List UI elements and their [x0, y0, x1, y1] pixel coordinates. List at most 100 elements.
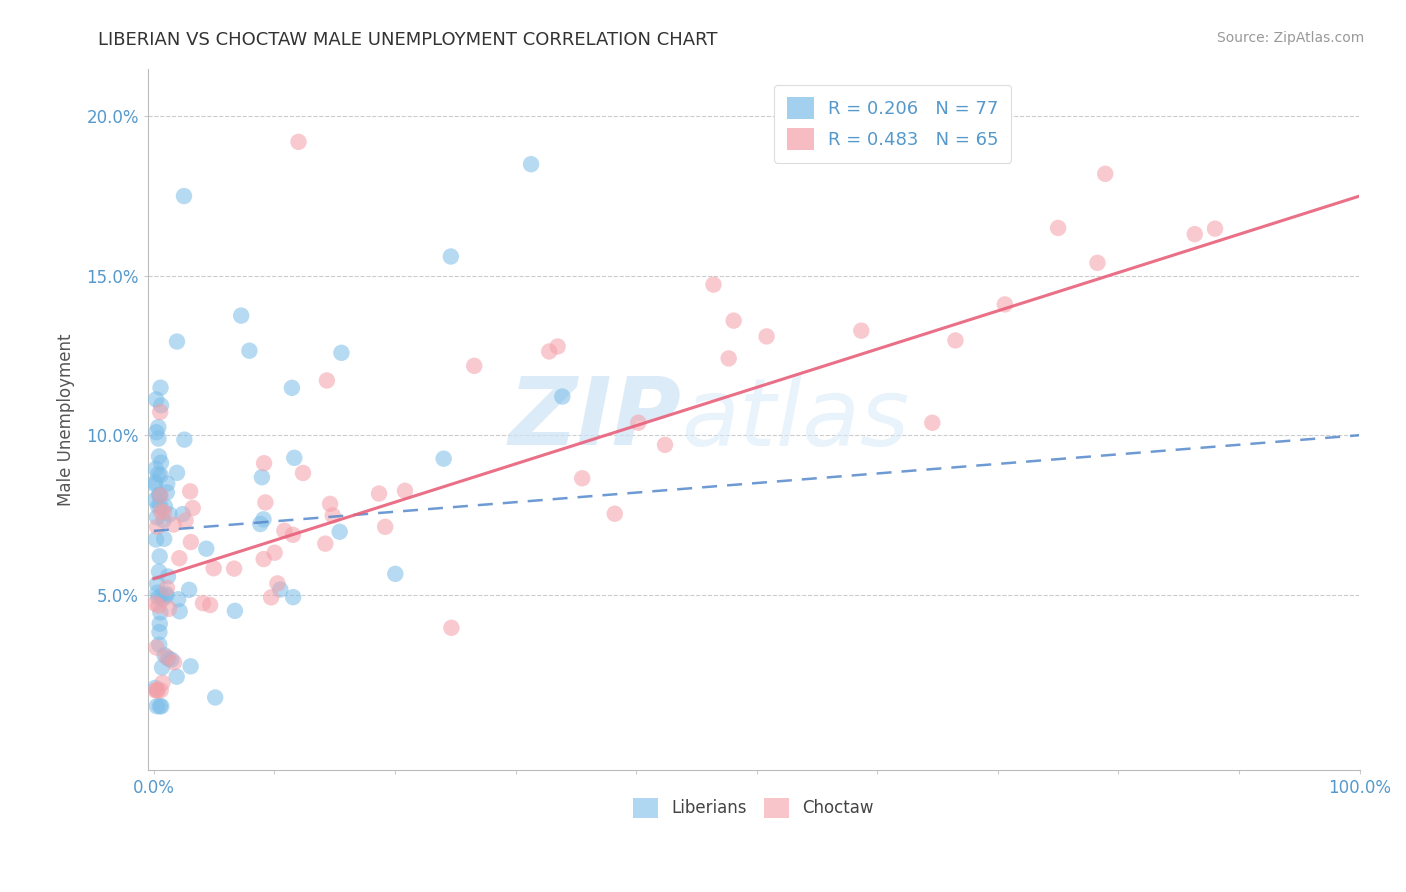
Point [143, 597, 166, 611]
Point [145, 533, 167, 547]
Point [253, 552, 276, 566]
Point [283, 450, 305, 465]
Point [292, 466, 315, 480]
Point [260, 591, 283, 605]
Point [252, 512, 274, 526]
Point [319, 497, 342, 511]
Point [224, 561, 246, 575]
Point [145, 425, 167, 440]
Point [148, 625, 170, 640]
Point [538, 344, 561, 359]
Point [148, 638, 170, 652]
Point [149, 699, 172, 714]
Text: atlas: atlas [681, 374, 910, 465]
Point [253, 456, 276, 470]
Point [163, 656, 186, 670]
Point [723, 313, 745, 327]
Point [156, 650, 179, 665]
Point [146, 520, 169, 534]
Point [172, 507, 194, 521]
Point [330, 346, 353, 360]
Point [149, 499, 172, 513]
Point [266, 576, 288, 591]
Point [547, 339, 569, 353]
Point [149, 683, 172, 698]
Point [146, 585, 169, 599]
Point [157, 602, 180, 616]
Point [231, 309, 253, 323]
Point [283, 590, 305, 604]
Point [152, 675, 174, 690]
Point [1204, 221, 1226, 235]
Point [269, 582, 291, 597]
Point [167, 592, 190, 607]
Point [157, 651, 180, 665]
Point [851, 324, 873, 338]
Point [627, 416, 650, 430]
Point [149, 488, 172, 502]
Point [150, 589, 173, 603]
Point [148, 488, 170, 502]
Point [1087, 256, 1109, 270]
Point [166, 670, 188, 684]
Point [166, 466, 188, 480]
Point [263, 546, 285, 560]
Text: Source: ZipAtlas.com: Source: ZipAtlas.com [1216, 31, 1364, 45]
Point [180, 659, 202, 673]
Point [551, 390, 574, 404]
Point [145, 462, 167, 476]
Point [146, 499, 169, 513]
Point [281, 381, 304, 395]
Point [166, 334, 188, 349]
Point [281, 528, 304, 542]
Y-axis label: Male Unemployment: Male Unemployment [58, 333, 75, 506]
Point [153, 648, 176, 663]
Point [238, 343, 260, 358]
Point [169, 551, 191, 566]
Point [146, 699, 169, 714]
Point [994, 297, 1017, 311]
Point [316, 374, 339, 388]
Point [156, 569, 179, 583]
Point [202, 561, 225, 575]
Point [254, 495, 277, 509]
Point [314, 536, 336, 550]
Point [433, 451, 456, 466]
Point [148, 467, 170, 481]
Point [440, 621, 463, 635]
Point [149, 468, 172, 483]
Point [148, 420, 170, 434]
Point [149, 398, 172, 412]
Point [755, 329, 778, 343]
Point [153, 505, 176, 519]
Point [148, 599, 170, 613]
Text: LIBERIAN VS CHOCTAW MALE UNEMPLOYMENT CORRELATION CHART: LIBERIAN VS CHOCTAW MALE UNEMPLOYMENT CO… [98, 31, 718, 49]
Point [145, 392, 167, 407]
Point [520, 157, 543, 171]
Point [384, 566, 406, 581]
Point [174, 514, 197, 528]
Point [152, 513, 174, 527]
Point [149, 405, 172, 419]
Point [145, 683, 167, 698]
Point [143, 477, 166, 491]
Point [368, 486, 391, 500]
Point [143, 492, 166, 507]
Point [160, 653, 183, 667]
Point [1094, 167, 1116, 181]
Point [153, 499, 176, 513]
Point [156, 581, 179, 595]
Point [204, 690, 226, 705]
Point [177, 582, 200, 597]
Point [179, 484, 201, 499]
Point [273, 524, 295, 538]
Point [150, 456, 173, 470]
Point [143, 475, 166, 490]
Point [149, 505, 172, 519]
Point [145, 640, 167, 655]
Point [169, 604, 191, 618]
Point [921, 416, 943, 430]
Point [159, 508, 181, 522]
Point [440, 250, 463, 264]
Point [322, 508, 344, 523]
